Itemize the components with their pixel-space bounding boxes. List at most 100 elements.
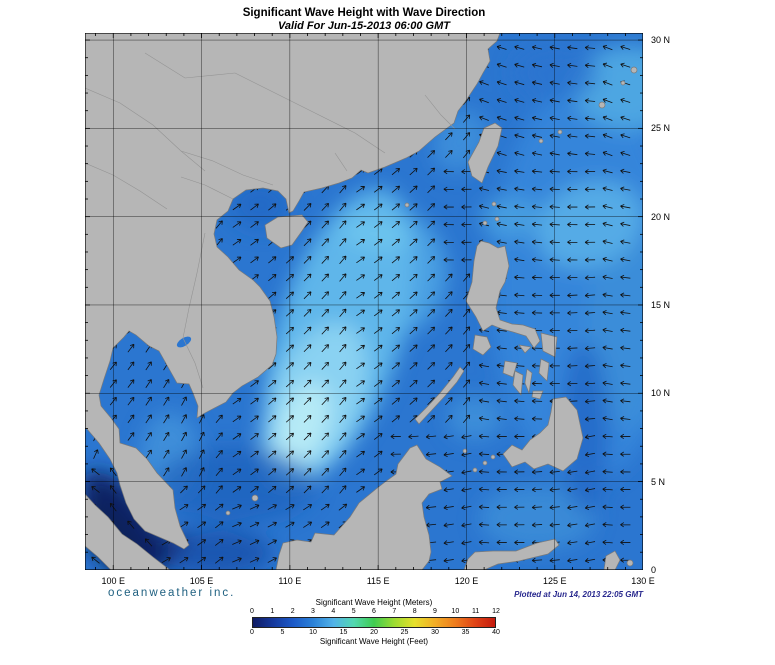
wave-direction-arrow bbox=[479, 97, 489, 104]
wave-direction-arrow bbox=[232, 521, 242, 528]
wave-direction-arrow bbox=[496, 151, 507, 156]
island-talaud bbox=[626, 559, 634, 567]
wave-direction-arrow bbox=[514, 274, 525, 280]
wave-direction-arrow bbox=[531, 45, 543, 51]
wave-direction-arrow bbox=[303, 255, 312, 264]
wave-direction-arrow bbox=[339, 220, 347, 229]
wave-direction-arrow bbox=[425, 434, 437, 440]
wave-direction-arrow bbox=[496, 45, 507, 50]
wave-direction-arrow bbox=[391, 309, 401, 317]
wave-direction-arrow bbox=[478, 186, 490, 192]
wave-direction-arrow bbox=[514, 115, 525, 121]
lat-tick-label: 15 N bbox=[651, 299, 671, 310]
wave-direction-arrow bbox=[127, 432, 135, 441]
land-asia-mainland bbox=[85, 33, 501, 550]
wave-direction-arrow bbox=[620, 451, 631, 457]
wave-direction-arrow bbox=[267, 557, 277, 563]
wave-direction-arrow bbox=[339, 291, 347, 300]
wave-direction-arrow bbox=[356, 344, 365, 352]
wave-direction-arrow bbox=[179, 504, 189, 511]
wave-direction-arrow bbox=[531, 98, 543, 104]
feet-tick: 5 bbox=[280, 629, 285, 636]
island-babuyan-2 bbox=[494, 216, 500, 222]
wave-direction-arrow bbox=[567, 257, 578, 263]
wave-direction-arrow bbox=[268, 485, 277, 494]
wave-direction-arrow bbox=[181, 396, 187, 406]
wave-direction-arrow bbox=[303, 379, 312, 388]
wave-direction-arrow bbox=[391, 185, 401, 193]
wave-direction-arrow bbox=[427, 167, 436, 176]
island-okinawa bbox=[598, 101, 606, 109]
wave-direction-arrow bbox=[531, 469, 543, 475]
wave-direction-arrow bbox=[620, 274, 631, 280]
island-anambas bbox=[225, 510, 231, 516]
meters-tick: 4 bbox=[331, 608, 336, 615]
wave-direction-arrow bbox=[584, 275, 596, 281]
wave-direction-arrow bbox=[321, 432, 330, 441]
wave-direction-arrow bbox=[584, 62, 596, 69]
wave-direction-arrow bbox=[127, 343, 135, 353]
wave-direction-arrow bbox=[584, 381, 596, 387]
wave-direction-arrow bbox=[514, 310, 525, 316]
wave-direction-arrow bbox=[250, 486, 259, 493]
wave-direction-arrow bbox=[602, 274, 613, 280]
wave-direction-arrow bbox=[620, 151, 631, 156]
wave-direction-arrow bbox=[531, 133, 543, 139]
wave-direction-arrow bbox=[620, 62, 631, 68]
wave-direction-arrow bbox=[602, 486, 613, 492]
lon-tick-label: 110 E bbox=[278, 576, 302, 586]
wave-direction-arrow bbox=[496, 433, 507, 440]
wave-direction-arrow bbox=[232, 203, 242, 211]
wave-direction-arrow bbox=[425, 504, 437, 510]
wave-direction-arrow bbox=[427, 308, 436, 317]
land-halmahera bbox=[603, 550, 621, 570]
wave-direction-arrow bbox=[602, 345, 613, 351]
wave-direction-arrow bbox=[409, 379, 418, 388]
feet-tick: 25 bbox=[400, 629, 409, 636]
wave-direction-arrow bbox=[478, 522, 490, 528]
wave-direction-arrow bbox=[567, 169, 578, 175]
wave-direction-arrow bbox=[232, 486, 242, 493]
wave-direction-arrow bbox=[215, 432, 223, 441]
wave-direction-arrow bbox=[496, 539, 507, 546]
oceanweather-logo: oceanweather inc. bbox=[108, 587, 236, 599]
meters-tick: 1 bbox=[270, 608, 275, 615]
wave-direction-arrow bbox=[620, 310, 631, 316]
wave-direction-arrow bbox=[181, 431, 187, 442]
wave-direction-arrow bbox=[391, 167, 401, 176]
wave-direction-arrow bbox=[445, 132, 453, 141]
wave-height-region bbox=[230, 181, 290, 229]
wave-direction-arrow bbox=[181, 449, 187, 459]
wave-direction-arrow bbox=[584, 151, 596, 157]
wave-direction-arrow bbox=[321, 397, 330, 406]
wave-direction-arrow bbox=[215, 220, 223, 229]
land-taiwan bbox=[467, 122, 503, 184]
wave-direction-arrow bbox=[268, 415, 277, 423]
wave-direction-arrow bbox=[496, 504, 507, 510]
wave-direction-arrow bbox=[478, 451, 490, 457]
wave-direction-arrow bbox=[391, 220, 401, 229]
wave-direction-arrow bbox=[496, 221, 507, 227]
wave-direction-arrow bbox=[620, 469, 631, 475]
wave-direction-arrow bbox=[496, 469, 507, 475]
wave-direction-arrow bbox=[602, 221, 613, 227]
wave-direction-arrow bbox=[531, 204, 543, 210]
wave-direction-arrow bbox=[514, 151, 525, 156]
lat-tick-label: 30 N bbox=[651, 35, 671, 46]
wave-direction-arrow bbox=[163, 449, 170, 459]
wave-direction-arrow bbox=[445, 326, 453, 335]
wave-direction-arrow bbox=[445, 273, 453, 282]
wave-direction-arrow bbox=[620, 522, 631, 528]
wave-direction-arrow bbox=[620, 239, 631, 245]
wave-direction-arrow bbox=[91, 486, 100, 493]
wave-direction-arrow bbox=[567, 557, 578, 563]
wave-direction-arrow bbox=[496, 168, 507, 174]
wave-direction-arrow bbox=[496, 416, 507, 422]
wave-direction-arrow bbox=[584, 222, 596, 228]
wave-direction-arrow bbox=[496, 380, 507, 386]
wave-direction-arrow bbox=[620, 398, 631, 404]
wave-direction-arrow bbox=[232, 433, 242, 440]
wave-direction-arrow bbox=[409, 238, 418, 246]
wave-direction-arrow bbox=[320, 503, 330, 511]
wave-direction-arrow bbox=[321, 273, 330, 282]
